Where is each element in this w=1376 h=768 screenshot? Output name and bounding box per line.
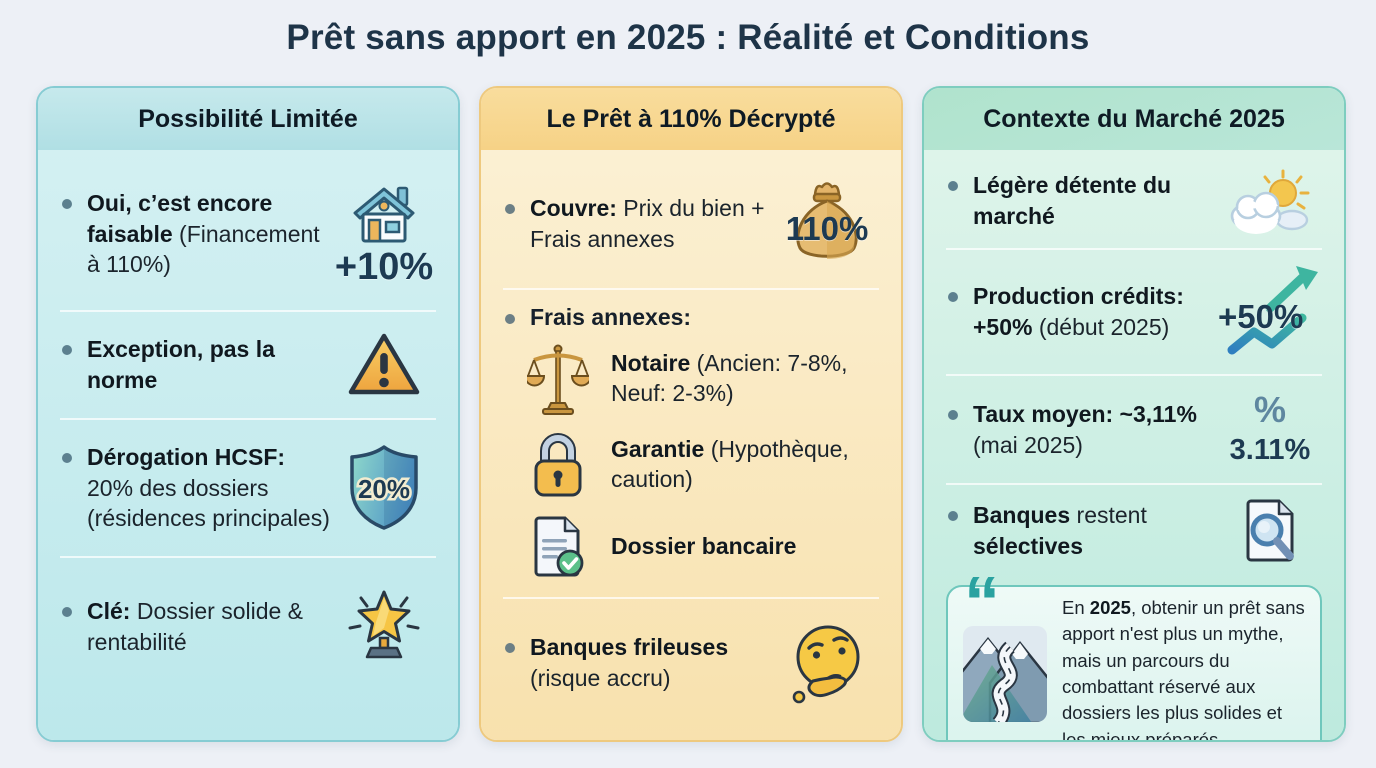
quote-body: , obtenir un prêt sans apport n'est plus…: [1062, 597, 1305, 742]
item-text-bold: Banques: [973, 502, 1071, 529]
bullet-dot: [948, 181, 958, 192]
card1-item-derogation: Dérogation HCSF: 20% des dossiers (résid…: [60, 420, 436, 558]
item-text-bold: Dossier bancaire: [611, 533, 797, 560]
card2-sub-garantie: Garantie (Hypothèque, caution): [503, 423, 879, 507]
lock-icon: [534, 433, 582, 497]
item-text-bold: Oui, c’est encore faisable: [87, 190, 273, 247]
item-text-normal: 20% des dossiers (résidences principales…: [87, 474, 330, 532]
card2-sub-dossier: Dossier bancaire: [503, 507, 879, 587]
card2-body: Couvre: Prix du bien + Frais annexes 110…: [481, 150, 901, 740]
item-text-bold: Garantie: [611, 436, 705, 463]
sun-cloud-icon: [1230, 169, 1310, 234]
divider: [503, 597, 879, 599]
bullet-dot: [948, 292, 958, 303]
card2-sub-notaire: Notaire (Ancien: 7-8%, Neuf: 2-3%): [503, 335, 879, 423]
bullet-dot: [62, 607, 72, 618]
item-text-bold: Exception, pas la norme: [87, 336, 275, 393]
bullet-dot: [505, 643, 515, 654]
item-text-bold: Dérogation HCSF:: [87, 444, 286, 471]
quote-box: “: [946, 563, 1322, 742]
card2-header: Le Prêt à 110% Décrypté: [481, 88, 901, 150]
card2-item-couvre: Couvre: Prix du bien + Frais annexes 110…: [503, 158, 879, 290]
mountain-road-icon: [963, 626, 1047, 722]
bullet-dot: [505, 314, 515, 324]
card3-item-production: Production crédits: +50% (début 2025): [946, 250, 1322, 376]
card1-body: Oui, c’est encore faisable (Financement …: [38, 150, 458, 740]
item-text-normal: restent: [1070, 502, 1147, 529]
shield-icon: 20%: [350, 445, 418, 530]
card2-frais-heading: Frais annexes:: [503, 290, 879, 335]
quote-text: En 2025, obtenir un prêt sans apport n'e…: [1062, 595, 1306, 742]
trophy-star-icon: [348, 590, 420, 659]
item-text-bold: Légère détente du marché: [973, 172, 1172, 229]
rate-label: 3.11%: [1229, 434, 1311, 466]
card3-item-detente: Légère détente du marché: [946, 154, 1322, 250]
money-bag-icon: [796, 182, 858, 259]
thinking-face-icon: [792, 625, 860, 704]
card1-item-faisable: Oui, c’est encore faisable (Financement …: [60, 158, 436, 312]
bag-110-label: 110%: [785, 210, 869, 247]
card3-item-selectives: Banques restent sélectives: [946, 485, 1322, 571]
percent-icon: % 3.11%: [1230, 392, 1311, 467]
bullet-dot: [62, 345, 72, 356]
item-text-normal: (mai 2025): [973, 431, 1083, 458]
card1-item-exception: Exception, pas la norme: [60, 312, 436, 420]
document-search-icon: [1246, 499, 1294, 562]
frais-heading-text: Frais annexes:: [530, 304, 692, 330]
item-text-bold: Banques frileuses: [530, 634, 729, 661]
card1-header: Possibilité Limitée: [38, 88, 458, 150]
bullet-dot: [62, 453, 72, 464]
shield-label: 20%: [358, 474, 410, 504]
card3-header: Contexte du Marché 2025: [924, 88, 1344, 150]
item-text-bold: Couvre:: [530, 195, 617, 222]
item-text-normal: (début 2025): [1032, 314, 1170, 340]
bullet-dot: [62, 199, 72, 210]
item-text-normal: Prix du bien + Frais annexes: [530, 195, 765, 252]
card3-body: Légère détente du marché: [924, 150, 1344, 742]
bullet-dot: [505, 204, 515, 215]
item-text-bold: sélectives: [973, 533, 1083, 559]
item-text-normal: (risque accru): [530, 665, 671, 691]
scales-icon: [527, 344, 589, 415]
item-text-bold: Clé:: [87, 598, 131, 625]
item-text-bold: Notaire: [611, 350, 691, 377]
card-pret-110-decrypte: Le Prêt à 110% Décrypté Couvre: Prix du …: [479, 86, 903, 742]
card2-item-banques: Banques frileuses (risque accru): [503, 599, 879, 722]
card1-item-cle: Clé: Dossier solide & rentabilité: [60, 558, 436, 687]
quote-icon: “: [964, 563, 1000, 605]
bullet-dot: [948, 511, 958, 522]
card-contexte-marche: Contexte du Marché 2025 Légère détente d…: [922, 86, 1346, 742]
card-possibilite-limitee: Possibilité Limitée Oui, c’est encore fa…: [36, 86, 460, 742]
quote-prefix: En: [1062, 597, 1090, 619]
card3-item-taux: Taux moyen: ~3,11% (mai 2025) % 3.11%: [946, 376, 1322, 485]
document-check-icon: [534, 516, 584, 577]
growth-arrow-icon: [1227, 266, 1318, 355]
item-text-normal: (Financement à 110%): [87, 220, 320, 278]
item-text-normal: Dossier solide & rentabilité: [87, 598, 304, 655]
house-icon: [353, 186, 415, 243]
percent-glyph: %: [1253, 389, 1286, 430]
item-text-normal: (Ancien: 7-8%, Neuf: 2-3%): [611, 350, 848, 406]
item-text-normal: (Hypothèque, caution): [611, 436, 849, 492]
page-title: Prêt sans apport en 2025 : Réalité et Co…: [286, 18, 1090, 57]
item-text-bold: Taux moyen: ~3,11%: [973, 400, 1197, 427]
bullet-dot: [948, 409, 958, 420]
plus50-label: +50%: [1218, 298, 1304, 335]
warning-icon: [348, 333, 420, 395]
plus10-label: +10%: [334, 246, 434, 288]
item-text-bold: Production crédits: +50%: [973, 283, 1184, 340]
quote-year: 2025: [1089, 597, 1131, 619]
